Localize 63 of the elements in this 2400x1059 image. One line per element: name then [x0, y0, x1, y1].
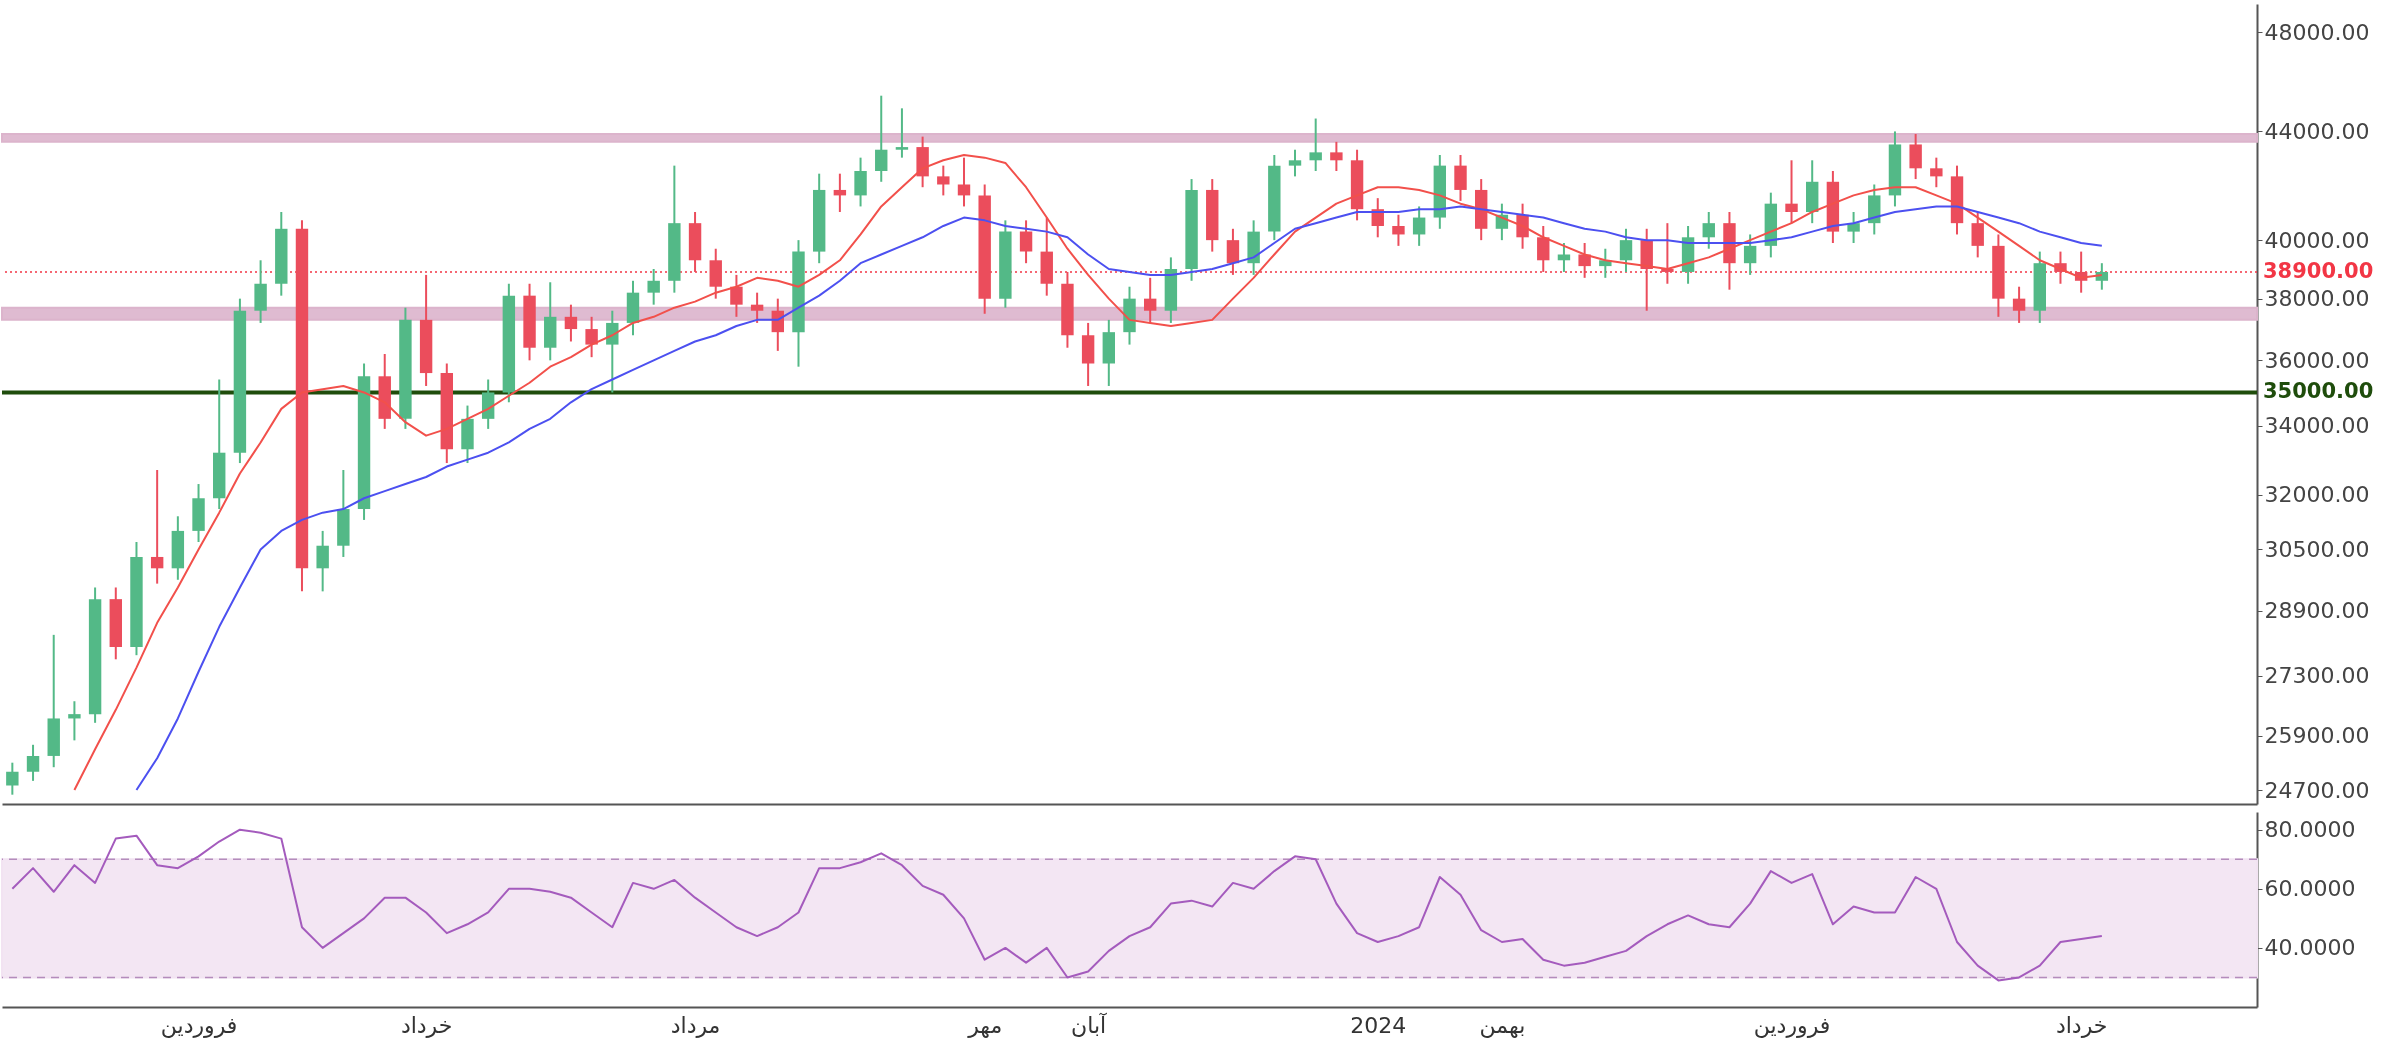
- candlestick: [68, 700, 81, 742]
- y-tick-label: 28900.00: [2264, 598, 2370, 624]
- y-tick-label: 48000.00: [2264, 19, 2370, 45]
- candlestick: [1412, 205, 1426, 247]
- x-tick-label: آبان: [1071, 1011, 1108, 1038]
- y-tick-label: 24700.00: [2264, 777, 2370, 803]
- y-tick-label: 30500.00: [2264, 536, 2370, 562]
- candlestick: [1578, 242, 1591, 279]
- candlestick: [606, 309, 619, 394]
- candlestick: [1785, 159, 1798, 225]
- candlestick: [316, 529, 329, 593]
- ref-line-label: 35000.00: [2263, 379, 2374, 404]
- ref-line-label: 38900.00: [2263, 258, 2374, 283]
- x-tick-label: خرداد: [400, 1012, 453, 1038]
- candlestick: [150, 469, 164, 585]
- candlestick: [1143, 276, 1157, 324]
- y-tick-label: 36000.00: [2264, 347, 2370, 373]
- line-series: [11, 828, 2103, 982]
- x-tick-label: بهمن: [1479, 1012, 1526, 1038]
- candlestick: [937, 164, 950, 197]
- candlestick: [875, 94, 888, 183]
- y-tick-label: 25900.00: [2264, 723, 2370, 749]
- candlestick: [1330, 140, 1343, 172]
- y-tick-label: 32000.00: [2264, 482, 2370, 508]
- candlestick: [6, 761, 19, 796]
- candlestick: [1619, 227, 1633, 273]
- x-tick-label: فروردین: [160, 1012, 238, 1038]
- x-tick-label: خرداد: [2055, 1012, 2108, 1038]
- x-tick-label: فروردین: [1753, 1012, 1831, 1038]
- candlestick: [1909, 133, 1922, 181]
- y-tick-label: 40.0000: [2264, 935, 2356, 961]
- candlestick: [957, 156, 971, 208]
- candlestick: [585, 315, 598, 359]
- candlestick: [1537, 224, 1550, 273]
- y-tick-label: 34000.00: [2264, 413, 2370, 439]
- x-tick-label: مهر: [967, 1012, 1003, 1038]
- candlestick: [1309, 117, 1322, 172]
- x-tick-label: مرداد: [670, 1012, 721, 1038]
- y-tick-label: 38000.00: [2264, 286, 2370, 312]
- candlestick: [895, 107, 909, 159]
- candlestick: [1392, 213, 1405, 247]
- candlestick: [1661, 222, 1674, 285]
- candlestick: [564, 303, 578, 343]
- candlestick: [1930, 156, 1943, 189]
- candlestick: [1557, 242, 1571, 273]
- candlestick: [1743, 233, 1757, 276]
- candlestick: [730, 273, 743, 318]
- y-tick-label: 60.0000: [2264, 876, 2356, 902]
- candlestick: [1971, 210, 1984, 259]
- candlestick: [1226, 227, 1240, 276]
- y-tick-label: 27300.00: [2264, 663, 2370, 689]
- candlestick: [2012, 285, 2026, 324]
- y-tick-label: 80.0000: [2264, 817, 2356, 843]
- candlestick: [1288, 148, 1302, 178]
- candlestick: [1019, 219, 1033, 265]
- candlestick: [1702, 210, 1715, 250]
- candlestick: [750, 291, 764, 324]
- candlestick: [1847, 210, 1860, 244]
- candlestick: [26, 743, 40, 782]
- x-tick-label: 2024: [1350, 1012, 1407, 1038]
- candlestick: [647, 268, 660, 306]
- y-tick-label: 40000.00: [2264, 227, 2370, 253]
- y-tick-label: 44000.00: [2264, 118, 2370, 144]
